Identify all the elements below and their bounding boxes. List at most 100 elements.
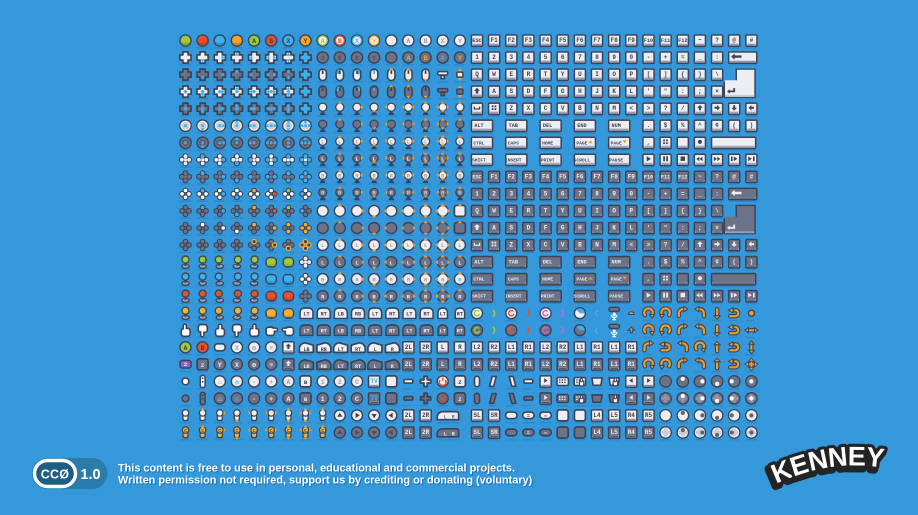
svg-text:R: R	[390, 174, 394, 180]
svg-text:CTRL: CTRL	[473, 140, 484, 146]
svg-text:-: -	[252, 379, 256, 386]
svg-text:L: L	[441, 260, 444, 266]
svg-text:Y: Y	[458, 55, 462, 62]
svg-text:R: R	[424, 191, 428, 197]
svg-text:L: L	[407, 243, 410, 249]
svg-text:X: X	[355, 55, 359, 62]
svg-text:C: C	[321, 428, 324, 434]
svg-text:Y: Y	[561, 207, 565, 214]
svg-text:L: L	[321, 140, 324, 146]
svg-text:I: I	[595, 207, 599, 214]
svg-text::: :	[715, 54, 719, 61]
svg-text:C: C	[218, 428, 221, 434]
svg-text:F10: F10	[644, 38, 653, 44]
svg-text:1.0: 1.0	[80, 467, 100, 483]
svg-text:%: %	[681, 259, 685, 266]
svg-text:L1: L1	[611, 344, 619, 351]
svg-text:2L: 2L	[405, 344, 413, 351]
svg-text:R: R	[390, 191, 394, 197]
svg-text:TAB: TAB	[509, 260, 518, 266]
svg-text:9: 9	[612, 54, 616, 61]
svg-text:R: R	[338, 294, 342, 300]
svg-text:\: \	[715, 71, 719, 78]
svg-text:?: ?	[715, 173, 719, 180]
svg-text:V: V	[561, 242, 565, 249]
svg-text:=: =	[681, 190, 685, 197]
svg-text:F10: F10	[644, 174, 653, 180]
svg-text:': '	[647, 88, 651, 95]
svg-text:R4: R4	[628, 429, 636, 436]
svg-text:O: O	[612, 71, 616, 78]
svg-text:×: ×	[715, 225, 719, 232]
svg-text:<: <	[629, 242, 633, 249]
svg-text:2: 2	[492, 190, 496, 197]
svg-text:⊕: ⊕	[252, 345, 256, 352]
svg-text:RT: RT	[457, 328, 463, 334]
svg-text:@: @	[732, 37, 736, 44]
svg-text:]: ]	[664, 71, 668, 78]
svg-text:Y: Y	[458, 38, 462, 45]
svg-text:P: P	[629, 71, 633, 78]
svg-text:R: R	[407, 191, 411, 197]
svg-text:X: X	[286, 38, 290, 45]
svg-text:HOME: HOME	[542, 277, 553, 283]
svg-text:,: ,	[647, 276, 651, 283]
svg-text:R1: R1	[525, 361, 533, 368]
svg-text:L: L	[458, 260, 461, 266]
svg-text:DEL: DEL	[543, 123, 552, 129]
svg-text:L: L	[338, 260, 341, 266]
svg-text:X: X	[527, 105, 531, 112]
svg-text:LT: LT	[440, 328, 446, 334]
svg-text:L1: L1	[508, 361, 516, 368]
svg-text:H: H	[578, 225, 582, 232]
svg-text:⌂: ⌂	[218, 396, 222, 403]
svg-text:R: R	[458, 344, 462, 351]
svg-text:F6: F6	[576, 173, 584, 180]
svg-text:?: ?	[664, 105, 668, 112]
svg-text:R: R	[355, 294, 359, 300]
svg-text:R: R	[391, 347, 394, 353]
svg-text:L2: L2	[473, 344, 481, 351]
svg-text:=: =	[527, 413, 530, 419]
svg-text:@: @	[732, 173, 736, 180]
svg-text:This content is free to use in: This content is free to use in personal,…	[118, 463, 515, 475]
svg-text:END: END	[577, 260, 586, 266]
svg-text:U: U	[578, 207, 582, 214]
svg-text:C: C	[355, 379, 359, 386]
svg-text:5: 5	[544, 190, 548, 197]
svg-text:F9: F9	[628, 173, 636, 180]
svg-text:L: L	[441, 243, 444, 249]
svg-text:L: L	[407, 260, 410, 266]
svg-text:1: 1	[321, 396, 325, 403]
svg-text:Z: Z	[458, 379, 462, 386]
svg-text:LT: LT	[406, 311, 412, 317]
svg-text:R: R	[424, 294, 428, 300]
svg-text:SHIFT: SHIFT	[472, 157, 486, 163]
svg-text:W: W	[492, 71, 496, 78]
svg-text:F8: F8	[611, 37, 619, 44]
svg-text:R2: R2	[490, 361, 498, 368]
svg-text:X: X	[527, 242, 531, 249]
svg-text:R: R	[338, 277, 342, 283]
svg-text:F: F	[544, 225, 548, 232]
svg-text:R: R	[441, 294, 445, 300]
svg-text:RB: RB	[321, 347, 327, 353]
svg-text:F1: F1	[490, 37, 498, 44]
svg-text:L4: L4	[593, 412, 601, 419]
svg-text:L: L	[390, 157, 393, 163]
svg-text:W: W	[492, 207, 496, 214]
svg-text:RT: RT	[423, 311, 429, 317]
svg-text:⋯: ⋯	[544, 413, 547, 419]
svg-text:M: M	[612, 242, 616, 249]
svg-text:R: R	[355, 277, 359, 283]
svg-text:6: 6	[561, 190, 565, 197]
svg-text:;: ;	[698, 225, 702, 232]
svg-text:B: B	[338, 55, 342, 62]
svg-text:E: E	[509, 71, 513, 78]
svg-text:END: END	[577, 123, 586, 129]
svg-text:A: A	[252, 38, 256, 45]
svg-text:LT: LT	[372, 328, 378, 334]
svg-text:3: 3	[509, 190, 513, 197]
svg-text:×: ×	[715, 88, 719, 95]
svg-text:L: L	[355, 140, 358, 146]
